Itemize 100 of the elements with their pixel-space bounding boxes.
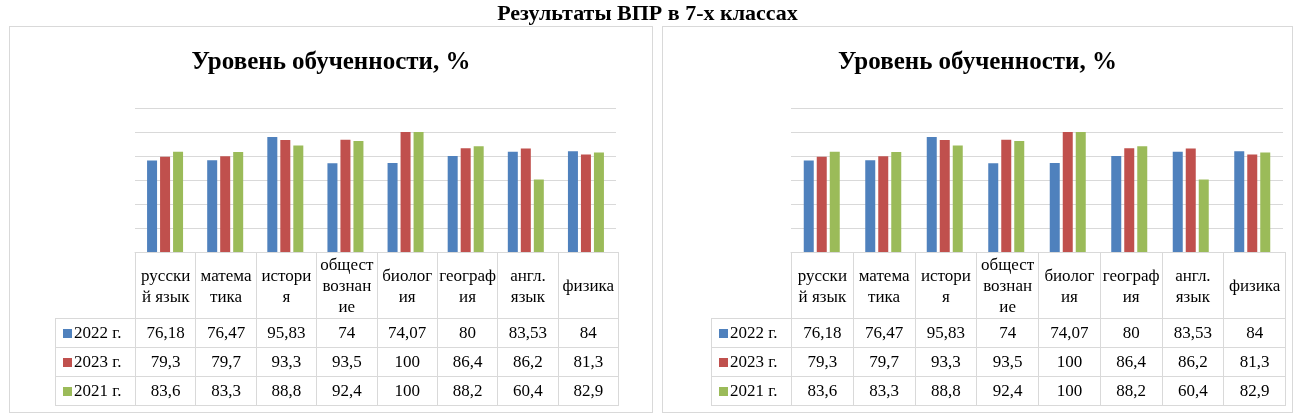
- x-tick-label: математика: [199, 264, 253, 307]
- data-label: 76,18: [146, 323, 185, 343]
- chart-title: Уровень обученности, %: [838, 47, 1117, 74]
- data-label: 88,8: [931, 381, 961, 401]
- legend-label: 2023 г.: [74, 352, 122, 372]
- data-label: 80: [459, 323, 477, 343]
- bar: [447, 156, 458, 252]
- x-tick-label: русский язык: [140, 264, 192, 307]
- data-label: 82,9: [1239, 381, 1270, 401]
- bar: [878, 156, 889, 252]
- bar: [926, 137, 937, 252]
- bar: [829, 151, 840, 252]
- bar: [1172, 151, 1183, 252]
- bar: [507, 151, 518, 252]
- data-label: 76,47: [206, 323, 246, 343]
- data-label: 79,3: [807, 352, 838, 372]
- bar: [173, 151, 184, 252]
- data-label: 76,18: [803, 323, 842, 343]
- bar: [1001, 139, 1012, 252]
- bar: [327, 163, 338, 252]
- bar: [520, 148, 531, 252]
- bar: [580, 154, 591, 252]
- data-label: 81,3: [573, 352, 604, 372]
- data-label: 83,6: [150, 381, 181, 401]
- x-tick-label: история: [919, 264, 972, 307]
- bar: [1049, 163, 1060, 252]
- bar: [1062, 132, 1073, 252]
- data-label: 88,8: [271, 381, 302, 401]
- data-label: 83,53: [1173, 323, 1212, 343]
- data-label: 100: [1056, 352, 1083, 372]
- x-tick-label: англ. язык: [1174, 264, 1212, 307]
- x-tick-label: биология: [1043, 264, 1096, 307]
- bar: [939, 140, 950, 252]
- data-label: 79,3: [150, 352, 181, 372]
- data-label: 79,7: [211, 352, 241, 372]
- bar: [147, 160, 158, 252]
- data-label: 93,3: [271, 352, 302, 372]
- legend-label: 2022 г.: [74, 323, 122, 343]
- bar: [1234, 151, 1245, 252]
- data-label: 84: [1246, 323, 1264, 343]
- x-tick-label: математика: [857, 264, 911, 307]
- data-label: 95,83: [267, 323, 306, 343]
- data-label: 74,07: [388, 323, 427, 343]
- bar: [865, 160, 876, 252]
- text: Результаты ВПР в 7-х классах: [497, 0, 798, 25]
- bar: [593, 152, 604, 252]
- x-tick-label: биология: [381, 264, 434, 307]
- data-label: 86,4: [1116, 352, 1146, 372]
- x-tick-label: история: [260, 264, 313, 307]
- data-label: 88,2: [452, 381, 483, 401]
- x-tick-label: русский язык: [796, 264, 848, 307]
- bar: [1247, 154, 1258, 252]
- data-label: 81,3: [1239, 352, 1270, 372]
- data-label: 92,4: [331, 381, 362, 401]
- bar: [1185, 148, 1196, 252]
- data-label: 74: [999, 323, 1017, 343]
- data-label: 92,4: [992, 381, 1023, 401]
- data-label: 60,4: [513, 381, 543, 401]
- data-label: 100: [1056, 381, 1083, 401]
- bar: [207, 160, 218, 252]
- bar: [413, 132, 424, 252]
- x-tick-label: география: [439, 264, 497, 307]
- data-label: 86,4: [452, 352, 483, 372]
- bar: [803, 160, 814, 252]
- legend-label: 2022 г.: [730, 323, 778, 343]
- chart-title: Уровень обученности, %: [191, 47, 471, 74]
- bar: [1198, 179, 1209, 252]
- bar: [233, 152, 244, 252]
- bar: [400, 132, 411, 252]
- x-tick-label: физика: [562, 275, 615, 296]
- bar: [1124, 148, 1135, 252]
- data-label: 88,2: [1116, 381, 1146, 401]
- data-label: 95,83: [926, 323, 965, 343]
- bar: [160, 156, 171, 252]
- data-label: 76,47: [865, 323, 904, 343]
- bar: [891, 152, 902, 252]
- data-label: 83,3: [211, 381, 241, 401]
- bar: [816, 156, 827, 252]
- bar: [988, 163, 999, 252]
- bar: [280, 140, 291, 252]
- x-tick-label: обществознание: [318, 254, 376, 317]
- data-label: 82,9: [573, 381, 604, 401]
- data-label: 84: [579, 323, 597, 343]
- data-label: 83,3: [869, 381, 899, 401]
- bar: [387, 163, 398, 252]
- data-label: 83,6: [807, 381, 838, 401]
- bar: [1014, 141, 1025, 252]
- bar: [1260, 152, 1271, 252]
- bar: [1137, 146, 1148, 252]
- legend-label: 2023 г.: [730, 352, 778, 372]
- data-label: 80: [1122, 323, 1140, 343]
- bar: [267, 137, 278, 252]
- data-label: 79,7: [869, 352, 899, 372]
- data-label: 74: [338, 323, 356, 343]
- data-label: 100: [394, 352, 420, 372]
- data-label: 93,3: [931, 352, 961, 372]
- data-label: 83,53: [508, 323, 548, 343]
- bar: [533, 179, 544, 252]
- bar: [220, 156, 231, 252]
- data-label: 100: [394, 381, 420, 401]
